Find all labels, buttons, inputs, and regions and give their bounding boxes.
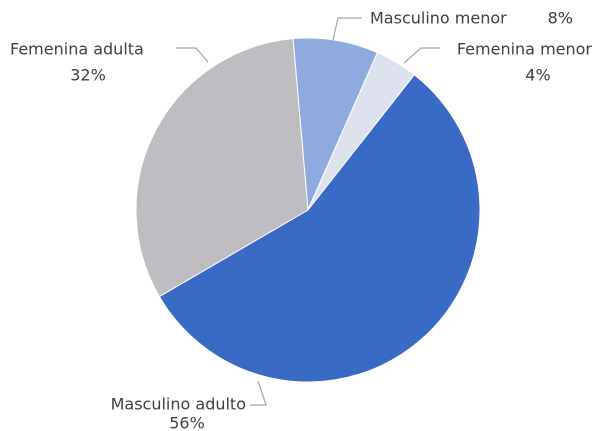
slice-value-label: 56% [169,414,205,431]
pie-slice [158,74,481,383]
leader-line [250,380,267,406]
leader-line [176,47,209,63]
slice-label: Masculino adulto [111,395,246,414]
slice-label: Femenina menor [457,40,593,59]
slice-value-label: 32% [70,66,106,85]
slice-label: Masculino menor [370,9,507,28]
pie-slice [135,38,309,298]
leader-line [403,47,440,64]
leader-line [332,17,362,41]
slice-value-label: 4% [525,66,550,85]
slice-label: Femenina adulta [10,40,144,59]
slice-value-label: 8% [548,9,573,28]
